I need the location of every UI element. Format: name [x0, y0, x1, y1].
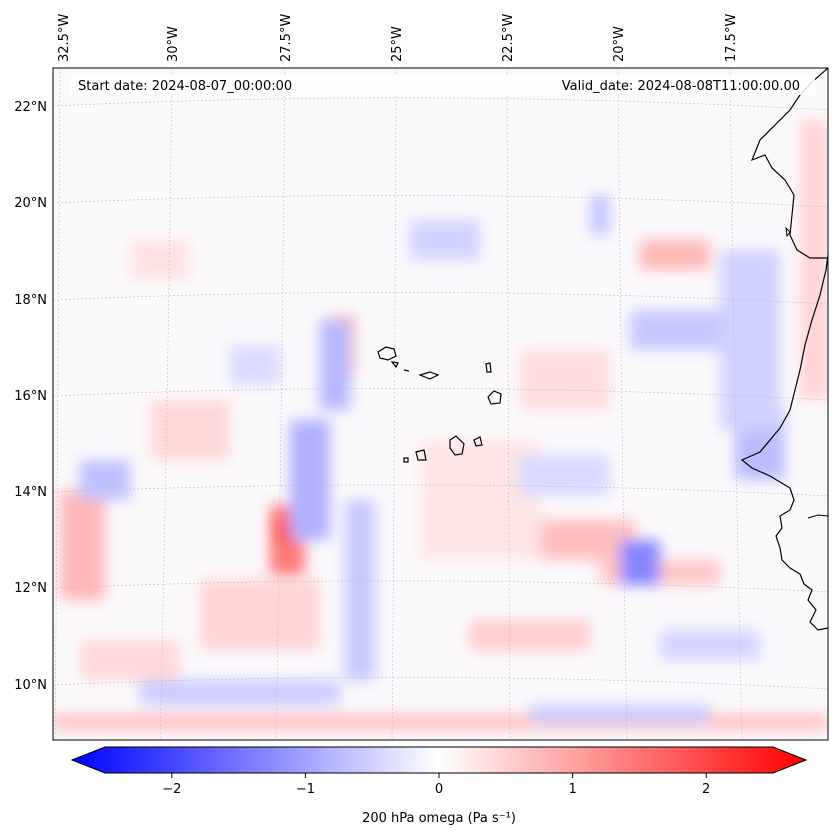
colorbar-label: 200 hPa omega (Pa s⁻¹) [362, 811, 516, 826]
latitude-axis: 22°N 20°N 18°N 16°N 14°N 12°N 10°N [14, 100, 47, 693]
lat-label: 10°N [14, 678, 47, 693]
lat-label: 22°N [14, 100, 47, 115]
map-frame [52, 67, 829, 741]
longitude-axis: 32.5°W 30°W 27.5°W 25°W 22.5°W 20°W 17.5… [57, 14, 739, 62]
lon-label: 32.5°W [57, 14, 72, 62]
lon-label: 27.5°W [279, 14, 294, 62]
colorbar-bar [70, 746, 808, 774]
lon-label: 20°W [612, 26, 627, 62]
coastline-gambia [807, 514, 828, 519]
colorbar-tick-label: 1 [568, 782, 576, 797]
lat-label: 14°N [14, 485, 47, 500]
lat-label: 16°N [14, 389, 47, 404]
start-date-label: Start date: 2024-08-07_00:00:00 [78, 79, 292, 94]
lat-label: 12°N [14, 581, 47, 596]
lon-label: 25°W [390, 26, 405, 62]
coastline-islet [785, 226, 791, 238]
valid-date-label: Valid_date: 2024-08-08T11:00:00.00 [562, 79, 800, 94]
header-background [70, 75, 815, 95]
colorbar-tick-label: −2 [162, 782, 181, 797]
gridlines [53, 68, 828, 740]
colorbar-ticks: −2 −1 0 1 2 [162, 773, 710, 797]
coastline-africa [740, 254, 828, 631]
lat-label: 20°N [14, 196, 47, 211]
colorbar-tick-label: −1 [296, 782, 315, 797]
coastline-islands [377, 346, 502, 463]
lon-label: 30°W [166, 26, 181, 62]
colorbar-tick-label: 0 [435, 782, 443, 797]
coastline-north [750, 68, 828, 259]
colorbar-tick-label: 2 [702, 782, 710, 797]
lat-label: 18°N [14, 293, 47, 308]
colorbar: −2 −1 0 1 2 200 hPa omega (Pa s⁻¹) [70, 746, 808, 826]
lon-label: 22.5°W [501, 14, 516, 62]
map-panel [52, 67, 829, 741]
omega-field [53, 68, 828, 740]
lon-label: 17.5°W [724, 14, 739, 62]
